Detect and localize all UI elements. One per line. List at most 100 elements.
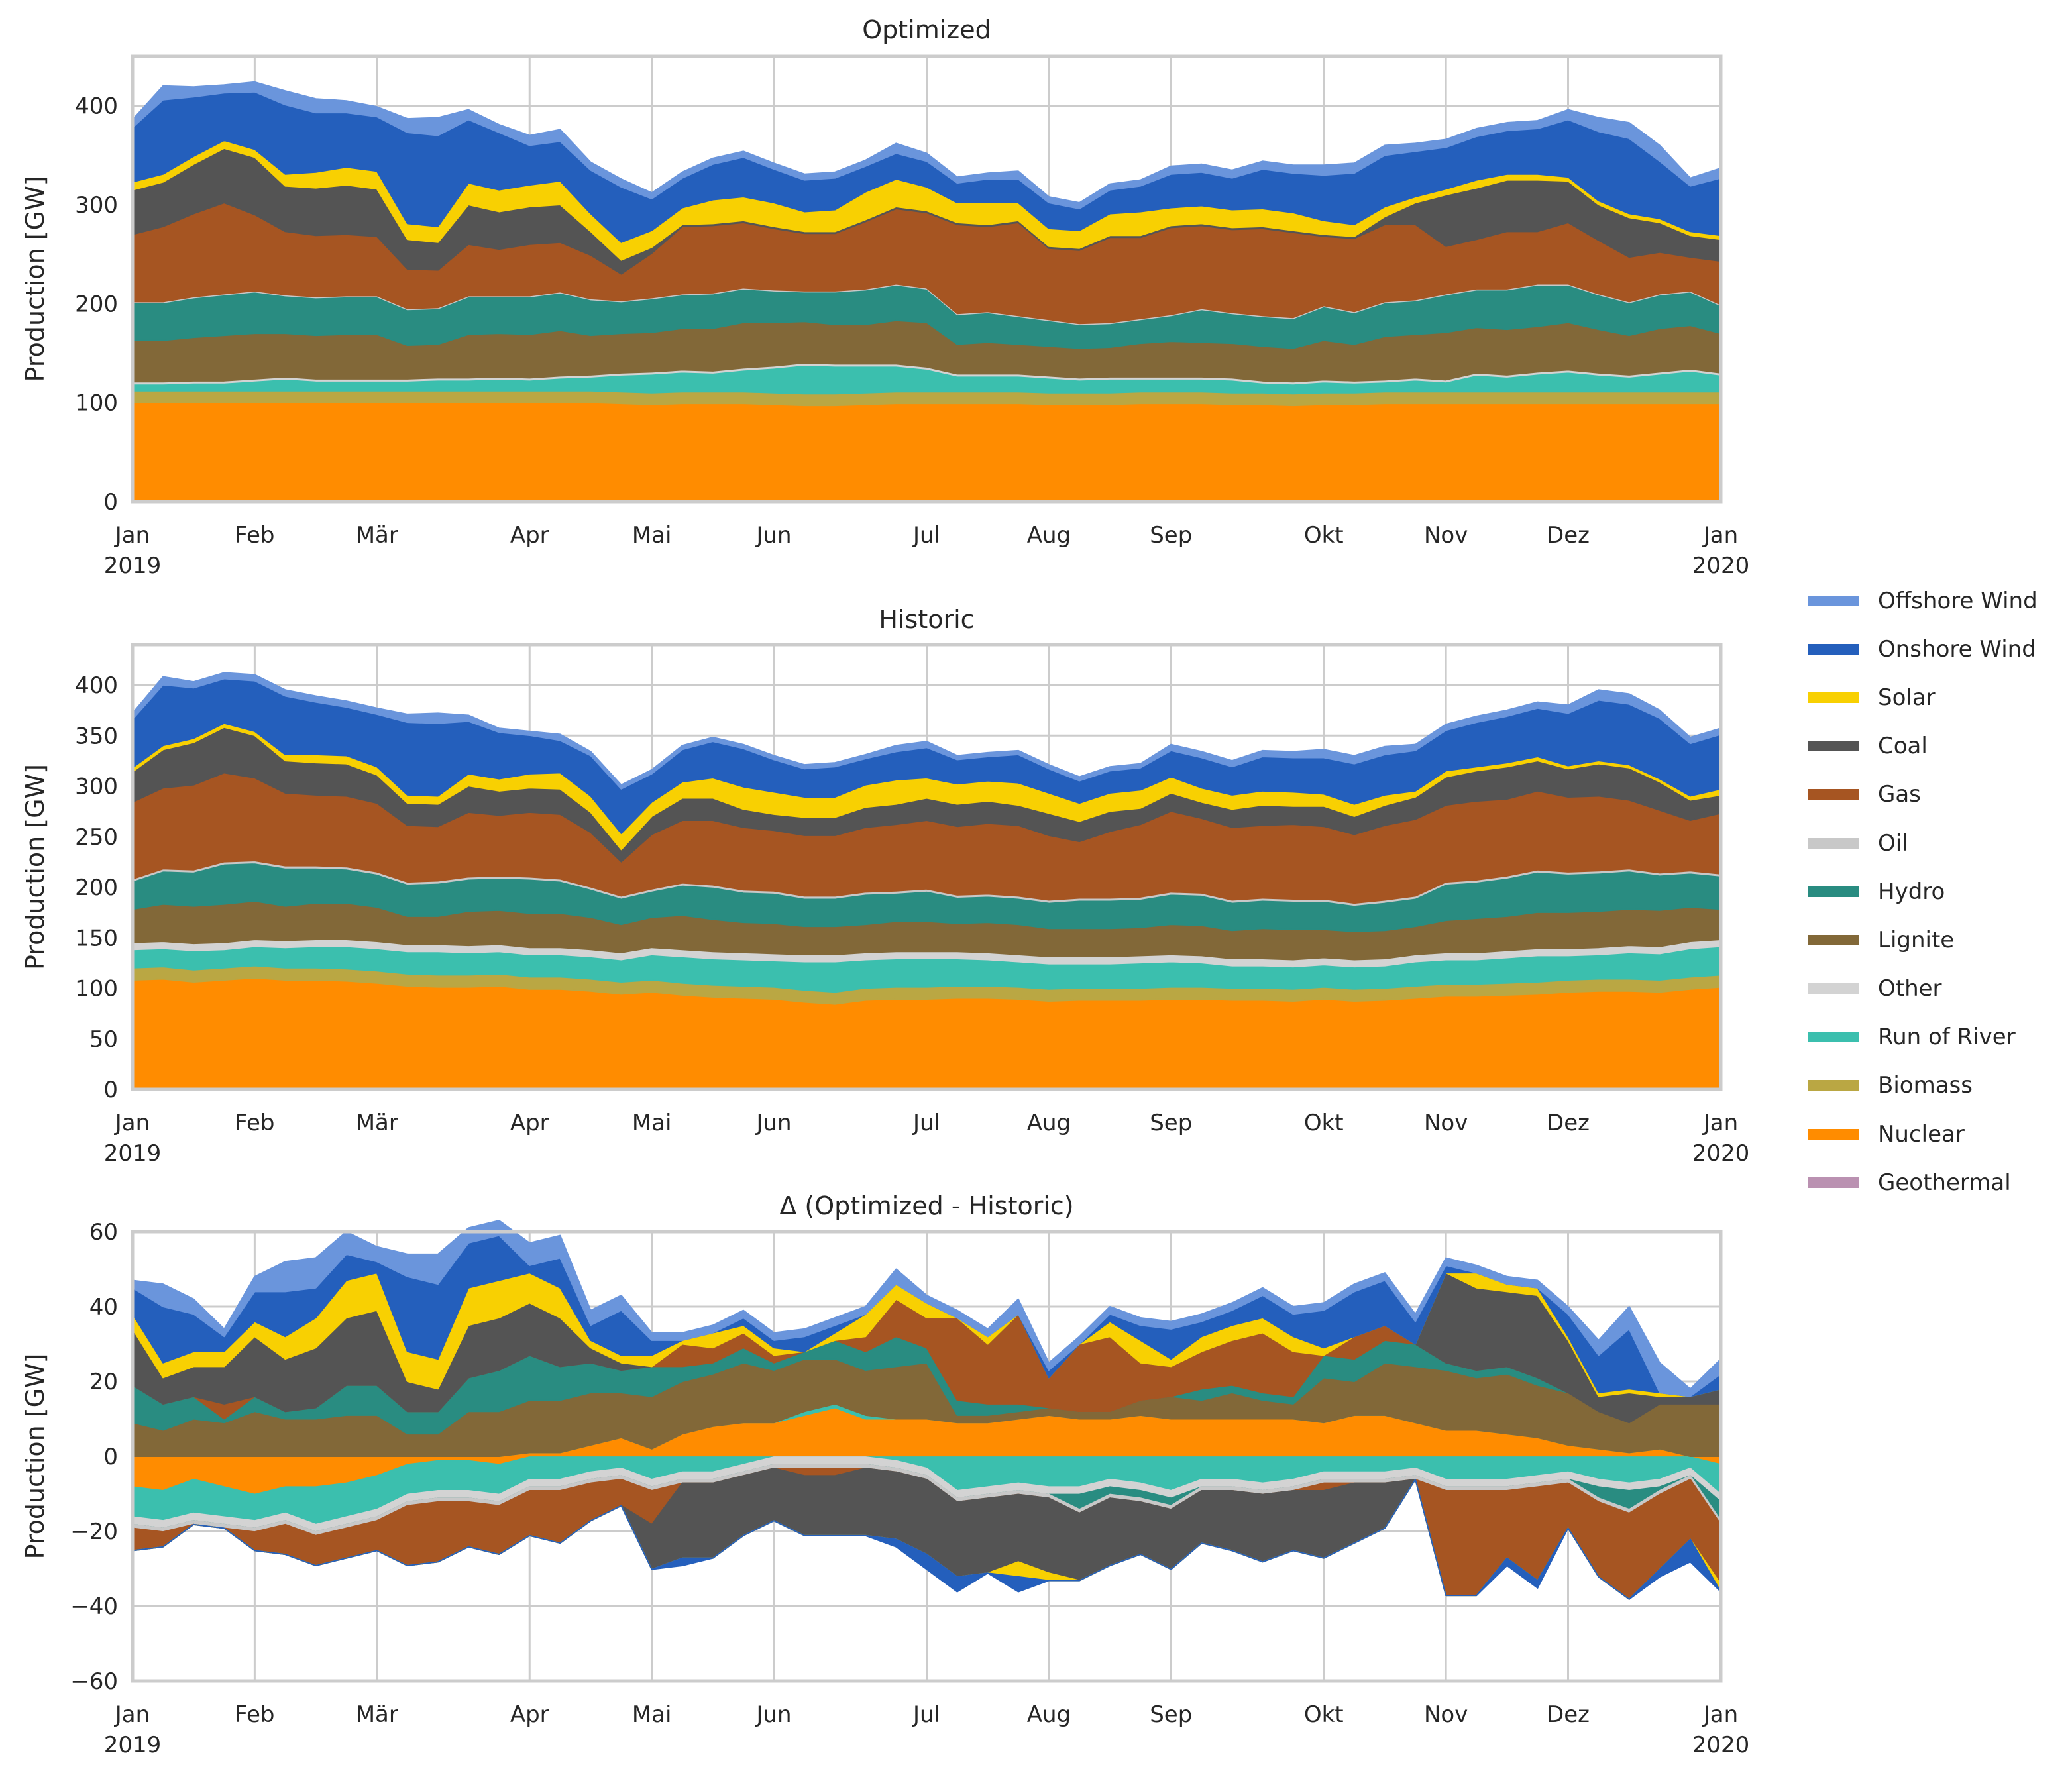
plot-frame xyxy=(131,54,1723,504)
x-tick-label: Nov xyxy=(1424,522,1468,549)
x-tick-label: Mai xyxy=(632,522,672,549)
legend-item-lignite: Lignite xyxy=(1808,916,2038,964)
legend-swatch xyxy=(1808,983,1859,994)
panel-optimized: 0 100 200 300 400 Jan 2019 Feb Mär Apr Mai Jun Jul Au… xyxy=(21,15,1749,579)
panel-optimized-historic: −60 −40 −20 0 20 40 60 Jan 2019 Feb Mär Apr Mai Jun Ju… xyxy=(21,1191,1749,1758)
x-tick-label: Aug xyxy=(1027,1110,1071,1136)
legend-item-gas: Gas xyxy=(1808,771,2038,819)
y-axis-label: Production [GW] xyxy=(21,176,50,382)
x-tick-label: Jun xyxy=(755,1110,791,1136)
legend-label: Onshore Wind xyxy=(1878,635,2036,663)
legend-item-other: Other xyxy=(1808,965,2038,1013)
y-tick-label: 350 xyxy=(75,723,118,749)
legend-swatch xyxy=(1808,741,1859,752)
x-tick-label: Jan xyxy=(1702,1110,1738,1136)
x-tick-label: Sep xyxy=(1150,1701,1192,1728)
x-tick-year-label: 2019 xyxy=(104,1140,162,1167)
x-tick-label: Feb xyxy=(235,1701,274,1728)
x-tick-label: Jun xyxy=(755,1701,791,1728)
legend-label: Geothermal xyxy=(1878,1169,2011,1196)
legend-label: Nuclear xyxy=(1878,1120,1965,1148)
x-tick-label: Apr xyxy=(510,1701,549,1728)
y-tick-label: 100 xyxy=(75,390,118,417)
y-tick-label: 200 xyxy=(75,291,118,317)
legend-swatch xyxy=(1808,837,1859,849)
y-tick-label: 20 xyxy=(89,1369,118,1395)
y-tick-label: 150 xyxy=(75,925,118,951)
y-tick-label: −60 xyxy=(70,1668,118,1695)
area-nuclear xyxy=(132,402,1721,502)
y-tick-label: 100 xyxy=(75,976,118,1002)
x-tick-label: Jan xyxy=(114,1701,150,1728)
x-tick-label: Okt xyxy=(1304,1701,1344,1728)
legend-swatch xyxy=(1808,692,1859,703)
x-tick-label: Jun xyxy=(755,522,791,549)
legend-label: Oil xyxy=(1878,830,1908,857)
legend-item-nuclear: Nuclear xyxy=(1808,1110,2038,1158)
x-tick-label: Okt xyxy=(1304,1110,1344,1136)
x-tick-label: Jan xyxy=(1702,522,1738,549)
x-tick-label: Mär xyxy=(356,1110,398,1136)
legend-item-run-of-river: Run of River xyxy=(1808,1013,2038,1061)
x-tick-year-label: 2020 xyxy=(1692,1140,1750,1167)
legend: Offshore Wind Onshore Wind Solar Coal Gas Oil… xyxy=(1808,576,2038,1207)
legend-swatch xyxy=(1808,886,1859,897)
legend-swatch xyxy=(1808,1080,1859,1091)
legend-item-offshore-wind: Offshore Wind xyxy=(1808,576,2038,625)
y-tick-label: 40 xyxy=(89,1294,118,1320)
x-tick-label: Dez xyxy=(1547,1701,1590,1728)
legend-label: Coal xyxy=(1878,733,1928,760)
y-tick-label: 400 xyxy=(75,93,118,120)
x-tick-label: Jan xyxy=(114,522,150,549)
x-tick-label: Jan xyxy=(1702,1701,1738,1728)
x-tick-label: Jul xyxy=(912,1110,940,1136)
plot-frame xyxy=(131,643,1723,1091)
x-tick-label: Mai xyxy=(632,1701,672,1728)
x-tick-label: Apr xyxy=(510,1110,549,1136)
legend-item-oil: Oil xyxy=(1808,819,2038,867)
y-tick-label: 50 xyxy=(89,1026,118,1053)
y-tick-label: 0 xyxy=(103,1444,118,1470)
y-tick-label: −20 xyxy=(70,1519,118,1545)
legend-swatch xyxy=(1808,1032,1859,1043)
x-tick-label: Jul xyxy=(912,1701,940,1728)
x-tick-label: Aug xyxy=(1027,522,1071,549)
x-tick-label: Feb xyxy=(235,522,274,549)
x-tick-label: Apr xyxy=(510,522,549,549)
chart-title: Optimized xyxy=(862,15,991,44)
legend-item-coal: Coal xyxy=(1808,722,2038,771)
x-tick-label: Nov xyxy=(1424,1701,1468,1728)
x-tick-label: Mai xyxy=(632,1110,672,1136)
y-axis-label: Production [GW] xyxy=(21,1354,50,1560)
x-tick-label: Jan xyxy=(114,1110,150,1136)
x-tick-year-label: 2019 xyxy=(104,553,162,579)
x-tick-label: Jul xyxy=(912,522,940,549)
x-tick-label: Aug xyxy=(1027,1701,1071,1728)
x-tick-label: Mär xyxy=(356,522,398,549)
y-tick-label: 60 xyxy=(89,1219,118,1246)
y-axis-label: Production [GW] xyxy=(21,764,50,970)
x-tick-label: Nov xyxy=(1424,1110,1468,1136)
legend-swatch xyxy=(1808,934,1859,945)
legend-label: Lignite xyxy=(1878,926,1955,953)
y-tick-label: −40 xyxy=(70,1593,118,1620)
y-tick-label: 0 xyxy=(103,489,118,515)
legend-swatch xyxy=(1808,643,1859,655)
x-tick-label: Dez xyxy=(1547,1110,1590,1136)
plot-frame xyxy=(131,1230,1723,1683)
legend-item-hydro: Hydro xyxy=(1808,867,2038,916)
legend-label: Other xyxy=(1878,975,1942,1002)
legend-label: Gas xyxy=(1878,781,1921,808)
legend-label: Hydro xyxy=(1878,878,1945,905)
legend-swatch xyxy=(1808,595,1859,606)
legend-item-biomass: Biomass xyxy=(1808,1061,2038,1110)
y-tick-label: 300 xyxy=(75,774,118,800)
y-tick-label: 0 xyxy=(103,1077,118,1103)
legend-swatch xyxy=(1808,789,1859,800)
x-tick-label: Mär xyxy=(356,1701,398,1728)
panel-historic: 0 50 100 150 200 250 300 350 400 Jan 2019 Feb Mär Apr… xyxy=(21,605,1749,1167)
y-tick-label: 200 xyxy=(75,875,118,901)
legend-label: Offshore Wind xyxy=(1878,587,2038,614)
x-tick-label: Sep xyxy=(1150,522,1192,549)
